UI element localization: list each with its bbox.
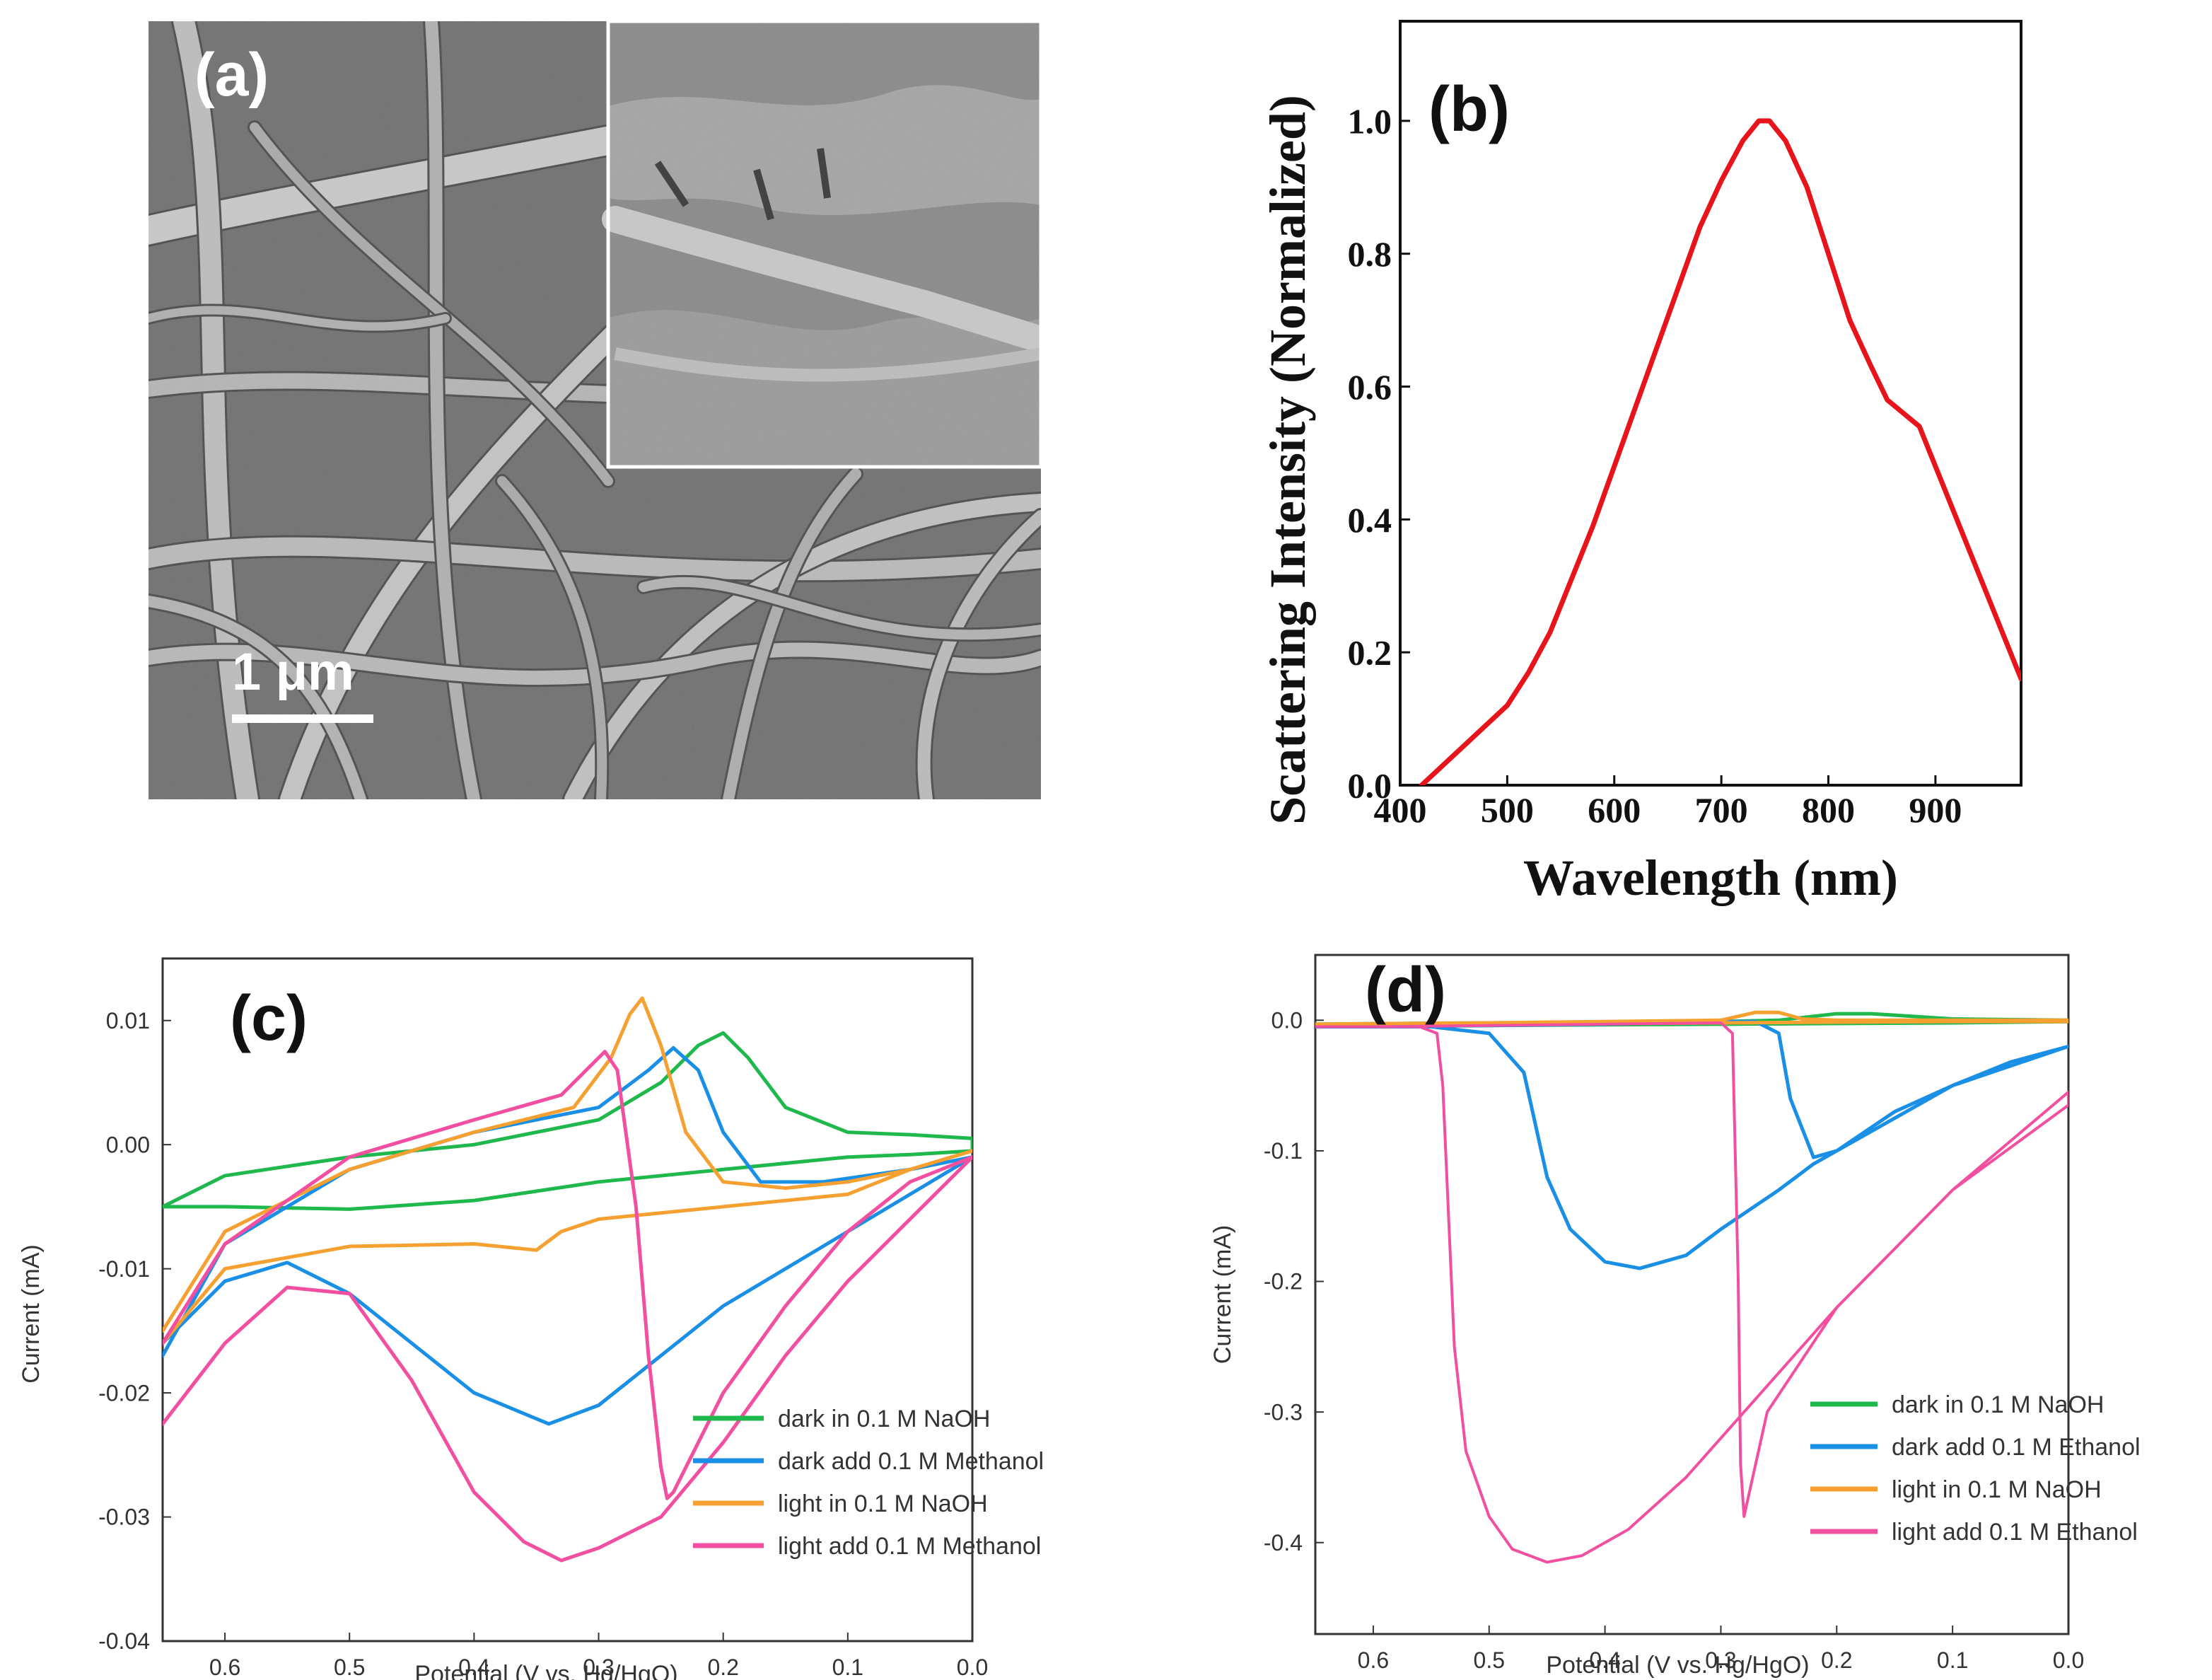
y-tick-label: 0.0 [1271, 1008, 1303, 1033]
y-tick-label: -0.02 [98, 1380, 150, 1406]
x-tick-label: 0.2 [707, 1655, 738, 1680]
plot-frame [161, 957, 974, 1643]
y-tick-label: 0.2 [1348, 633, 1392, 673]
y-tick-label: -0.04 [98, 1628, 150, 1654]
y-axis-label: Current (mA) [1209, 1225, 1236, 1364]
x-tick-label: 0.1 [1937, 1647, 1968, 1673]
legend-label: light add 0.1 M Ethanol [1892, 1519, 2138, 1546]
y-tick-label: -0.2 [1264, 1269, 1303, 1294]
series-group [163, 996, 972, 1563]
x-tick-label: 0.3 [1705, 1647, 1736, 1673]
chart-d: 0.6 0.5 0.4 0.3 0.2 0.1 0.0 0.0 -0.1 -0.2 -0.3 -0.4… [1209, 954, 2141, 1679]
x-tick-label: 0.2 [1821, 1647, 1852, 1673]
panel-a-sem-image: (a) 1 μm [149, 21, 1041, 799]
x-tick-label: 700 [1695, 790, 1748, 830]
x-tick-label: 0.6 [1358, 1647, 1389, 1673]
sem-micrograph: (a) 1 μm [149, 21, 1041, 799]
y-tick-label: -0.01 [98, 1256, 150, 1282]
x-tick-label: 0.3 [583, 1655, 614, 1680]
scale-bar [232, 714, 373, 723]
sem-inset [602, 21, 1041, 469]
y-tick-label: 0.8 [1348, 234, 1392, 274]
panel-b-chart: 400 500 600 700 800 900 0.0 0.2 0.4 0.6 0.8 1.0 Wave… [1230, 0, 2212, 934]
x-tick-label: 0.4 [1589, 1647, 1620, 1673]
panel-c-chart: 0.6 0.5 0.4 0.3 0.2 0.1 0.0 0.01 0.00 -0.01 -0.02 -… [0, 934, 1174, 1680]
x-tick-label: 500 [1481, 790, 1534, 830]
x-tick-label: 0.0 [2053, 1647, 2084, 1673]
y-tick-label: -0.3 [1264, 1399, 1303, 1425]
series-line-light-add-0-1-m-ethanol [1315, 1021, 2068, 1564]
y-tick-label: 1.0 [1348, 101, 1392, 141]
chart-b: 400 500 600 700 800 900 0.0 0.2 0.4 0.6 0.8 1.0 Wave… [1259, 20, 2022, 906]
series-group [1419, 118, 2021, 785]
panel-a-label: (a) [194, 41, 269, 109]
legend-label: dark in 0.1 M NaOH [778, 1406, 990, 1432]
x-tick-label: 0.1 [832, 1655, 863, 1680]
legend-label: light in 0.1 M NaOH [1892, 1476, 2102, 1503]
panel-d-chart: 0.6 0.5 0.4 0.3 0.2 0.1 0.0 0.0 -0.1 -0.2 -0.3 -0.4… [1188, 934, 2212, 1680]
scale-bar-label: 1 μm [232, 642, 354, 701]
legend-label: dark add 0.1 M Methanol [778, 1448, 1044, 1475]
series-line-light-in-0-1-m-naoh [1315, 1010, 2068, 1026]
x-tick-label: 600 [1588, 790, 1641, 830]
y-axis-label: Scattering Intensity (Normalized) [1259, 95, 1316, 825]
x-tick-label: 0.5 [334, 1655, 365, 1680]
panel-label: (c) [230, 983, 308, 1054]
series-line-scattering [1419, 118, 2021, 785]
series-line-dark-add-0-1-m-methanol [163, 1045, 972, 1426]
x-tick-label: 0.6 [209, 1655, 240, 1680]
legend-label: light in 0.1 M NaOH [778, 1490, 988, 1517]
y-axis-label: Current (mA) [18, 1244, 45, 1383]
x-axis-label: Potential (V vs. Hg/HgO) [1546, 1652, 1809, 1679]
series-line-dark-add-0-1-m-ethanol [1315, 1019, 2068, 1270]
x-tick-label: 900 [1909, 790, 1962, 830]
x-axis-label: Wavelength (nm) [1523, 850, 1898, 906]
y-tick-label: -0.4 [1264, 1530, 1303, 1556]
legend-label: dark in 0.1 M NaOH [1892, 1391, 2104, 1418]
panel-label: (b) [1428, 74, 1510, 145]
x-tick-label: 0.5 [1474, 1647, 1505, 1673]
series-line-light-in-0-1-m-naoh [163, 996, 972, 1345]
y-tick-label: 0.00 [106, 1132, 150, 1157]
plot-frame [1314, 954, 2070, 1635]
x-tick-label: 800 [1802, 790, 1855, 830]
chart-c: 0.6 0.5 0.4 0.3 0.2 0.1 0.0 0.01 0.00 -0.01 -0.02 -… [18, 957, 1044, 1680]
series-line-light-add-0-1-m-methanol [163, 1050, 972, 1563]
x-tick-label: 0.0 [957, 1655, 988, 1680]
panel-label: (d) [1365, 955, 1446, 1026]
series-line-dark-in-0-1-m-naoh [163, 1031, 972, 1211]
x-tick-label: 0.4 [458, 1655, 489, 1680]
x-axis-label: Potential (V vs. Hg/HgO) [414, 1661, 677, 1680]
plot-frame [1399, 20, 2022, 787]
y-tick-label: -0.03 [98, 1505, 150, 1530]
x-tick-label: 400 [1374, 790, 1427, 830]
y-tick-label: 0.6 [1348, 367, 1392, 407]
y-tick-label: 0.0 [1348, 766, 1392, 806]
y-tick-label: -0.1 [1264, 1138, 1303, 1164]
legend-label: dark add 0.1 M Ethanol [1892, 1434, 2141, 1461]
y-tick-label: 0.4 [1348, 500, 1392, 540]
series-group [1315, 1010, 2068, 1564]
y-tick-label: 0.01 [106, 1008, 150, 1033]
legend-label: light add 0.1 M Methanol [778, 1533, 1041, 1560]
